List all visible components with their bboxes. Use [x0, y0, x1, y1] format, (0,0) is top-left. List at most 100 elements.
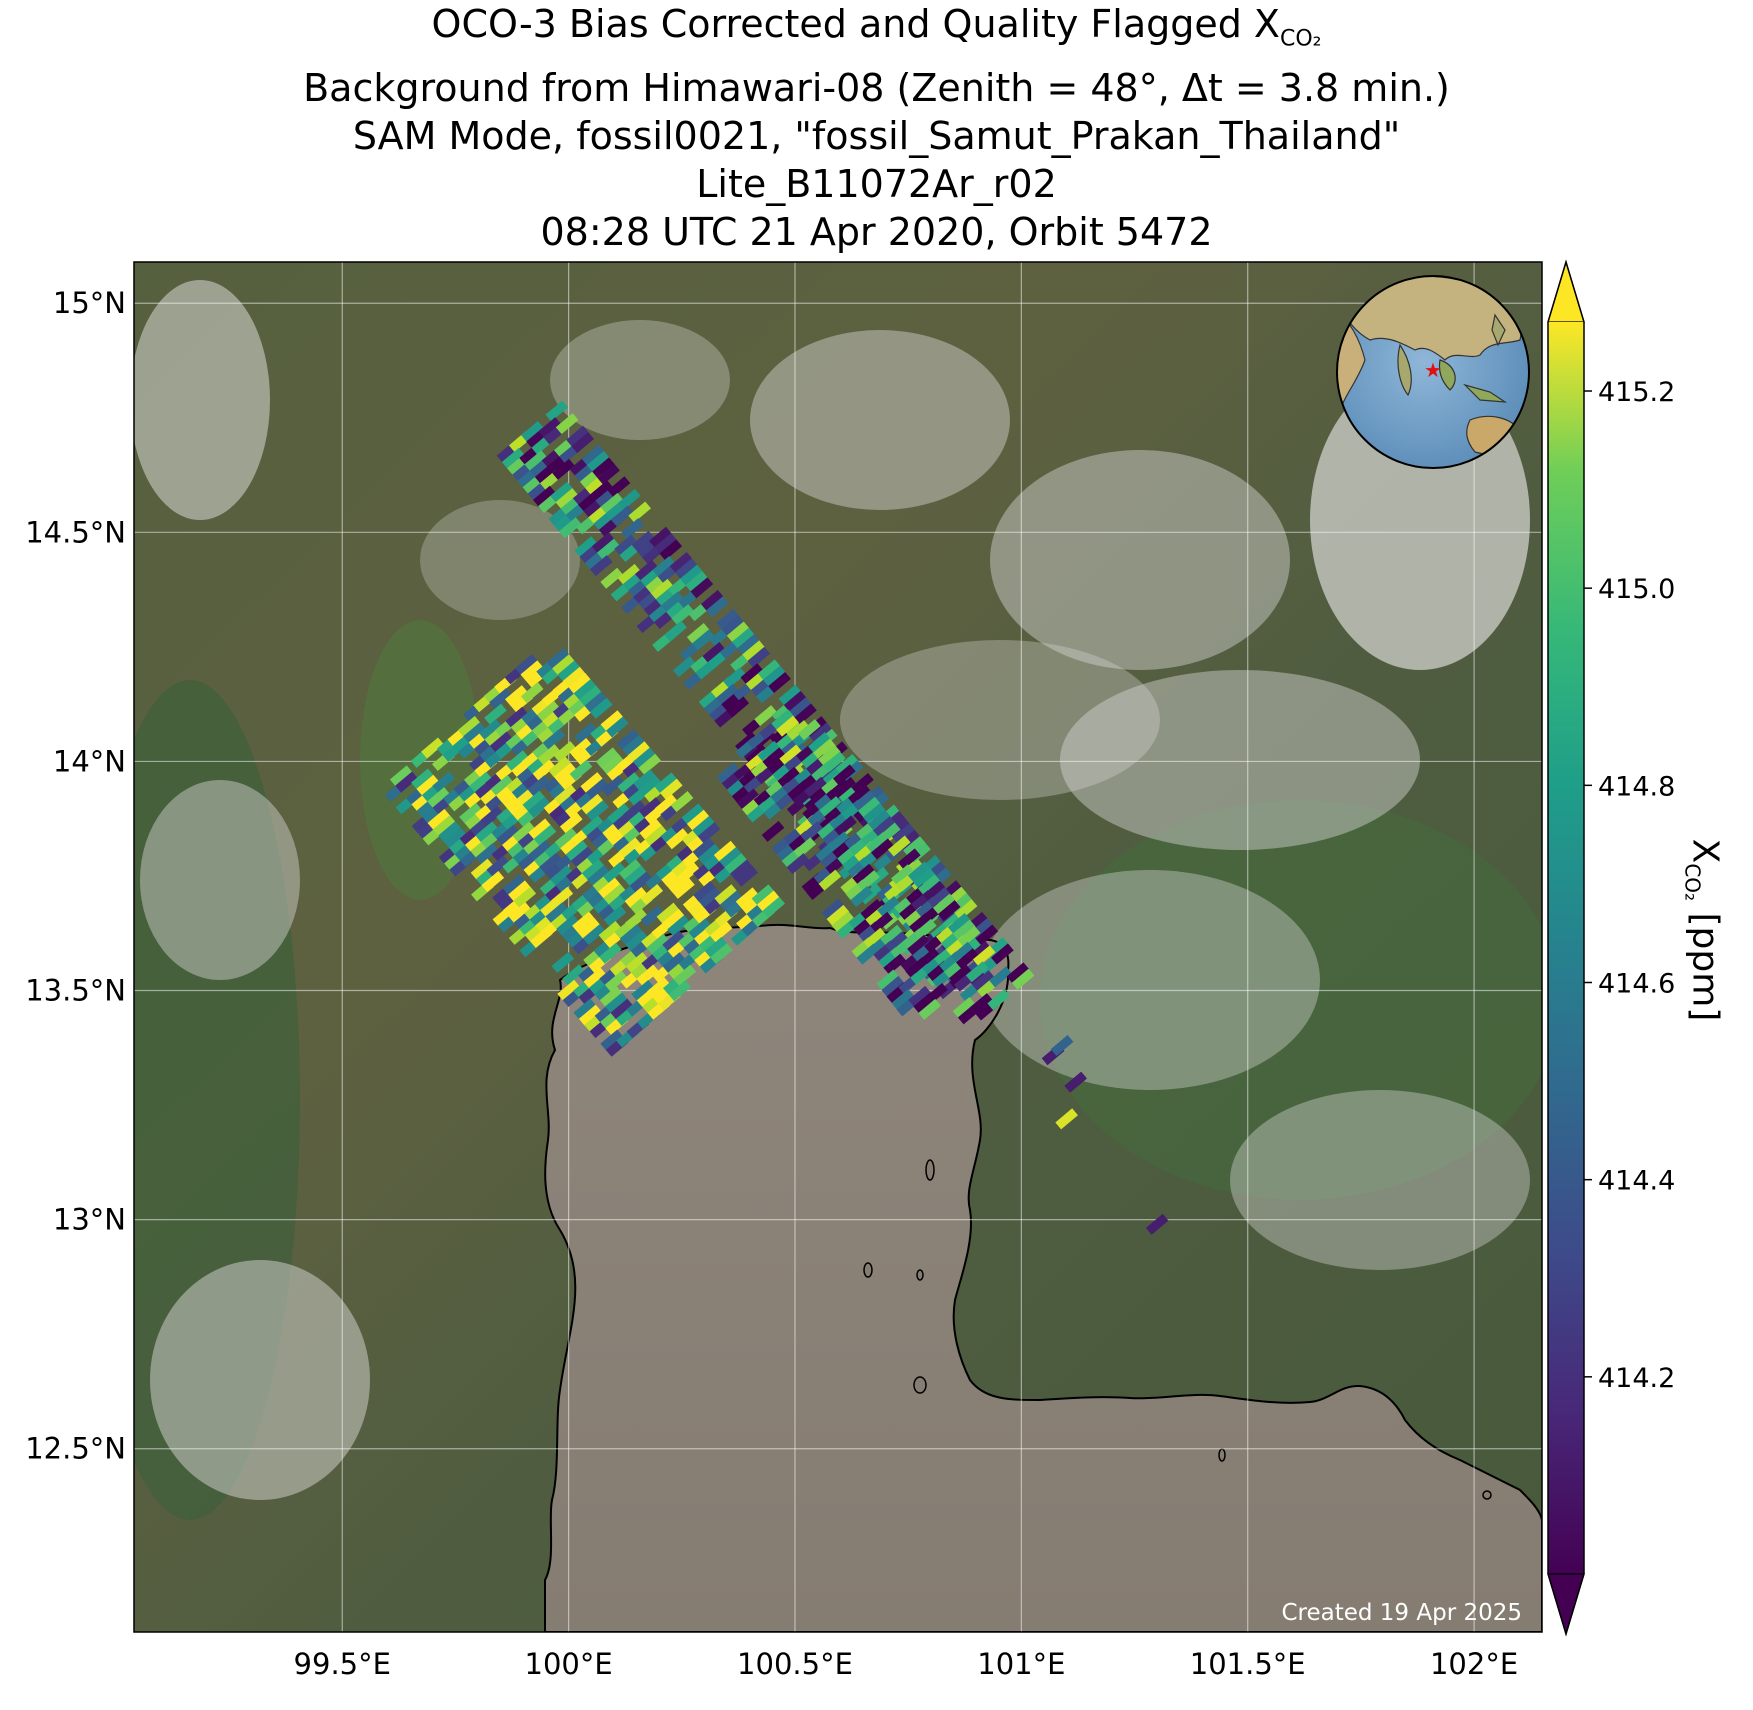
xco2-footprint — [553, 762, 577, 784]
xco2-footprint — [589, 697, 613, 719]
xco2-footprint — [867, 809, 891, 831]
xco2-footprint — [698, 887, 722, 909]
xco2-footprint — [762, 896, 785, 918]
colorbar-extend-max — [1547, 259, 1585, 323]
xco2-footprint — [662, 952, 686, 974]
xco2-footprint — [730, 859, 753, 881]
xco2-footprint — [804, 776, 827, 798]
xco2-footprint — [553, 741, 577, 763]
colorbar-gradient — [1548, 322, 1584, 1574]
xco2-footprint — [779, 744, 802, 766]
xco2-footprint — [751, 884, 775, 906]
xco2-footprint — [470, 858, 494, 880]
title-line-4: Lite_B11072Ar_r02 — [696, 161, 1057, 206]
xco2-footprint — [991, 943, 1014, 965]
colorbar-tick-label: 415.0 — [1598, 574, 1675, 605]
xco2-footprint — [826, 904, 850, 926]
xco2-footprint — [863, 927, 887, 949]
colorbar-tick-label: 414.8 — [1598, 771, 1675, 802]
xco2-footprint — [672, 877, 695, 899]
xco2-footprint — [652, 555, 676, 577]
xco2-footprint — [671, 604, 694, 626]
xco2-footprint — [698, 843, 721, 865]
xco2-footprint — [850, 886, 874, 908]
xco2-footprint — [965, 961, 989, 983]
xco2-footprint — [562, 666, 586, 688]
xco2-footprint — [662, 930, 685, 952]
latitude-ticks: 15°N 14.5°N 14°N 13.5°N 13°N 12.5°N — [25, 286, 126, 1465]
xco2-footprint — [818, 869, 842, 891]
colorbar-tick-label: 414.4 — [1598, 1166, 1675, 1197]
xco2-footprint — [661, 908, 685, 930]
xco2-footprint — [581, 858, 605, 881]
lon-tick-label: 100°E — [525, 1647, 613, 1681]
created-credit: Created 19 Apr 2025 — [1281, 1600, 1522, 1626]
xco2-footprint — [546, 648, 570, 670]
xco2-footprint — [484, 703, 507, 725]
forest-east — [1040, 800, 1542, 1200]
xco2-footprint — [885, 931, 908, 953]
xco2-footprint — [610, 505, 634, 527]
islands — [863, 1159, 1492, 1500]
xco2-footprint — [880, 924, 903, 946]
xco2-footprint — [659, 778, 683, 800]
xco2-footprint — [629, 871, 653, 893]
xco2-footprint — [587, 865, 610, 887]
xco2-footprint — [823, 751, 846, 773]
xco2-footprint — [834, 815, 857, 837]
xco2-footprint — [566, 425, 589, 447]
xco2-footprint — [580, 772, 604, 794]
xco2-footprint — [639, 797, 662, 819]
xco2-footprint — [565, 840, 589, 862]
xco2-footprint — [427, 808, 451, 830]
xco2-footprint — [578, 1004, 602, 1026]
xco2-footprint — [624, 887, 648, 909]
xco2-footprint — [508, 880, 531, 902]
xco2-footprint — [716, 683, 739, 705]
xco2-footprint — [539, 852, 563, 874]
xco2-footprint — [674, 558, 698, 580]
xco2-footprint — [584, 691, 608, 713]
globe-locator-inset: ★ — [1336, 275, 1530, 469]
xco2-footprint — [681, 803, 705, 825]
xco2-footprint — [505, 685, 528, 707]
xco2-footprint — [809, 722, 833, 744]
xco2-footprint — [640, 905, 664, 927]
xco2-footprint — [572, 911, 595, 933]
xco2-footprint — [819, 796, 842, 818]
xco2-footprint — [598, 921, 622, 943]
xco2-footprint — [788, 697, 812, 719]
xco2-footprint — [552, 654, 575, 676]
xco2-footprint — [548, 756, 572, 778]
lon-tick-label: 102°E — [1430, 1647, 1518, 1681]
xco2-footprint — [654, 772, 678, 794]
xco2-footprint — [685, 570, 708, 593]
xco2-footprint — [443, 827, 467, 849]
xco2-footprint — [972, 945, 996, 967]
xco2-footprint — [742, 640, 765, 662]
colorbar-label: XCO₂ [ppm] — [1680, 838, 1726, 1022]
xco2-footprint — [989, 966, 1012, 988]
lon-tick-label: 101°E — [977, 1647, 1065, 1681]
xco2-footprint — [897, 848, 921, 870]
xco2-footprint — [1011, 968, 1035, 990]
xco2-footprint — [761, 820, 785, 842]
xco2-footprint — [432, 815, 456, 837]
xco2-footprint — [918, 998, 941, 1020]
xco2-footprint — [577, 917, 601, 939]
lat-tick-label: 12.5°N — [25, 1432, 126, 1466]
xco2-footprint — [716, 608, 740, 630]
xco2-footprint — [556, 914, 579, 936]
xco2-footprint — [902, 836, 926, 858]
xco2-footprint — [1006, 962, 1030, 984]
xco2-footprint — [524, 450, 548, 472]
xco2-footprint — [537, 700, 560, 722]
xco2-footprint — [636, 964, 660, 986]
xco2-footprint — [907, 934, 930, 956]
xco2-footprint — [737, 634, 760, 656]
xco2-footprint — [1050, 1034, 1074, 1057]
xco2-footprint — [826, 780, 849, 802]
xco2-footprint — [870, 911, 893, 933]
colorbar-tick-label: 414.2 — [1598, 1363, 1675, 1394]
